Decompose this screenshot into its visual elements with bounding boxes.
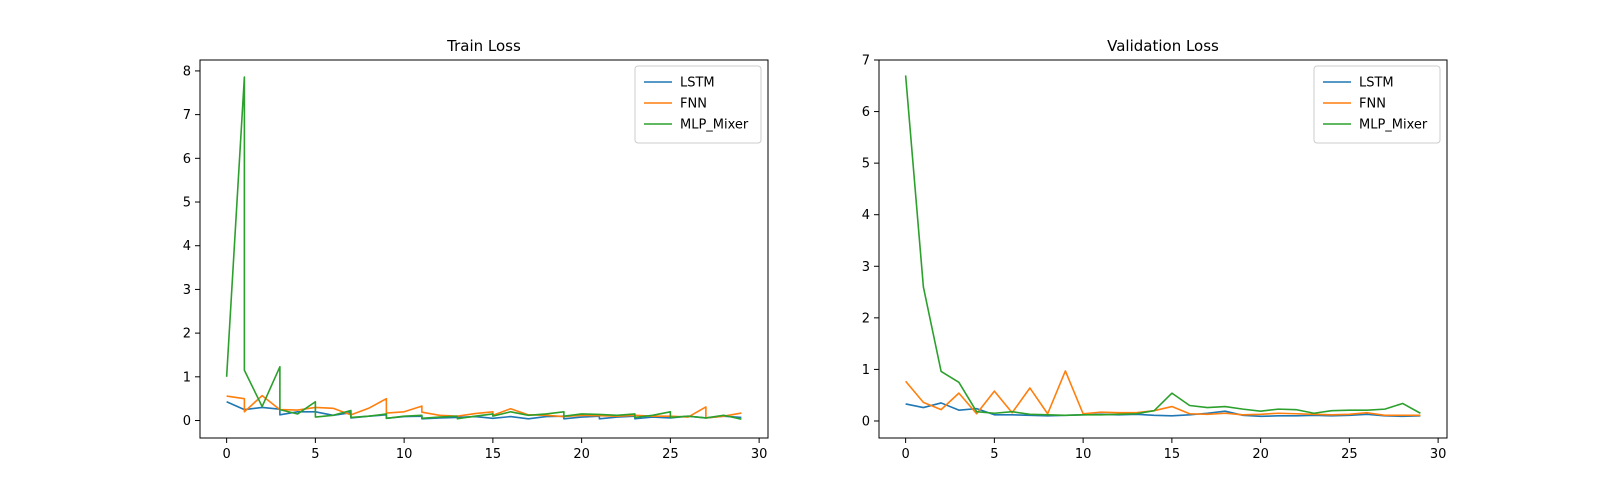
train-loss-y-tick-label: 3	[183, 283, 191, 298]
train-loss-legend-label-fnn: FNN	[680, 97, 707, 112]
train-loss-y-tick-label: 6	[183, 152, 191, 167]
train-loss-y-tick-label: 2	[183, 327, 191, 342]
train-loss-x-tick-label: 25	[662, 447, 679, 462]
validation-loss-y-tick-label: 1	[862, 363, 870, 378]
train-loss-x-tick-label: 5	[311, 447, 319, 462]
validation-loss-legend-label-fnn: FNN	[1359, 97, 1386, 112]
train-loss-title: Train Loss	[446, 37, 521, 55]
validation-loss-x-tick-label: 20	[1252, 447, 1269, 462]
validation-loss-x-tick-label: 5	[990, 447, 998, 462]
train-loss-y-tick-label: 1	[183, 370, 191, 385]
validation-loss-x-tick-label: 15	[1164, 447, 1181, 462]
train-loss-y-tick-label: 0	[183, 414, 191, 429]
train-loss-x-tick-label: 15	[485, 447, 502, 462]
validation-loss-y-tick-label: 3	[862, 260, 870, 275]
train-loss-x-tick-label: 30	[751, 447, 768, 462]
validation-loss-legend-label-mlp-mixer: MLP_Mixer	[1359, 118, 1428, 133]
validation-loss-axes-frame	[878, 59, 1448, 439]
train-loss-series-mlp-mixer-line	[225, 76, 742, 420]
validation-loss-legend-label-lstm: LSTM	[1359, 76, 1394, 91]
validation-loss-x-tick-label: 10	[1075, 447, 1092, 462]
train-loss-y-tick-label: 7	[183, 108, 191, 123]
validation-loss-y-tick-label: 4	[862, 208, 870, 223]
validation-loss-y-tick-label: 5	[862, 157, 870, 172]
train-loss-axes-frame	[199, 59, 769, 439]
train-loss-y-tick-label: 4	[183, 239, 191, 254]
train-loss-y-tick-label: 5	[183, 196, 191, 211]
validation-loss-y-tick-label: 0	[862, 414, 870, 429]
validation-loss-chart: Validation Loss 0 5 10 15 20 25 30 0 1 2 3 4 5 6 7 LST…	[862, 37, 1448, 463]
train-loss-legend-label-mlp-mixer: MLP_Mixer	[680, 118, 749, 133]
validation-loss-y-tick-label: 6	[862, 105, 870, 120]
validation-loss-x-tick-label: 30	[1430, 447, 1447, 462]
validation-loss-series-fnn-line	[905, 370, 1421, 417]
validation-loss-title: Validation Loss	[1107, 37, 1219, 55]
validation-loss-y-tick-label: 7	[862, 54, 870, 69]
validation-loss-x-tick-label: 25	[1341, 447, 1358, 462]
train-loss-legend: LSTM FNN MLP_Mixer	[634, 65, 762, 144]
validation-loss-ticks: 0 5 10 15 20 25 30 0 1 2 3 4 5 6 7	[862, 54, 1447, 463]
train-loss-x-tick-label: 0	[222, 447, 230, 462]
validation-loss-legend: LSTM FNN MLP_Mixer	[1313, 65, 1441, 144]
train-loss-x-tick-label: 10	[396, 447, 413, 462]
validation-loss-x-tick-label: 0	[901, 447, 909, 462]
train-loss-series-fnn-line	[226, 394, 742, 419]
train-loss-plot-area	[225, 76, 742, 420]
train-loss-x-tick-label: 20	[573, 447, 590, 462]
validation-loss-series-mlp-mixer-line	[904, 75, 1421, 417]
validation-loss-y-tick-label: 2	[862, 311, 870, 326]
validation-loss-plot-area	[904, 75, 1421, 418]
train-loss-chart: Train Loss 0 5 10 15 20 25 30 0 1 2 3 4 5 6 7 8 LSTM FNN…	[183, 37, 769, 462]
train-loss-y-tick-label: 8	[183, 64, 191, 79]
train-loss-legend-label-lstm: LSTM	[680, 76, 715, 91]
train-loss-ticks: 0 5 10 15 20 25 30 0 1 2 3 4 5 6 7 8	[183, 64, 768, 462]
